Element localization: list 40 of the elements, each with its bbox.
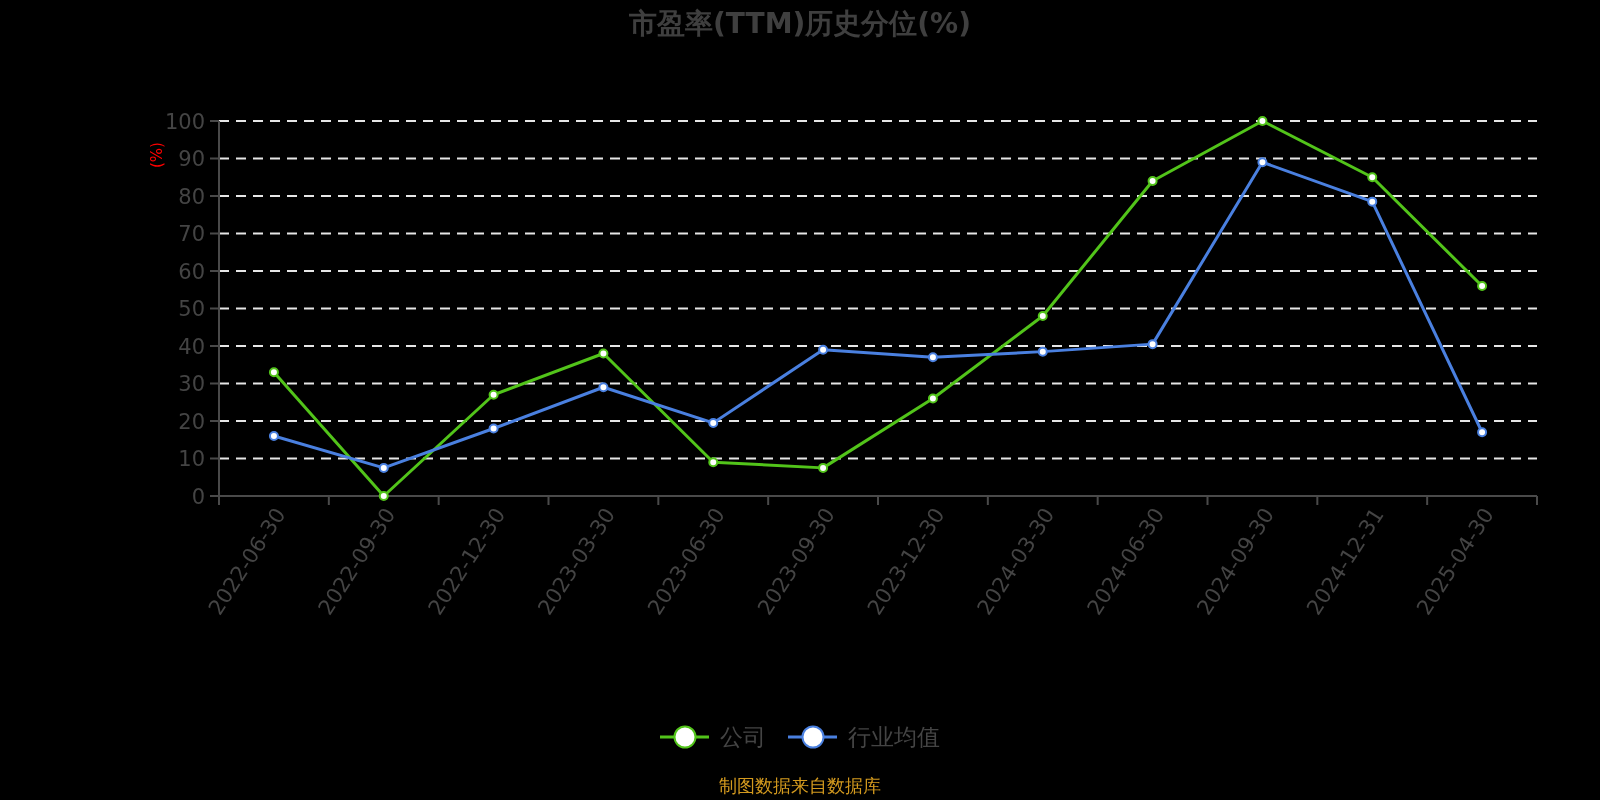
point [268,431,279,441]
point [927,393,938,404]
point [818,344,829,355]
point [1257,116,1268,126]
y-tick-label: 70 [178,222,205,247]
point [1257,157,1268,168]
y-tick-label: 50 [178,297,205,322]
y-tick-label: 100 [164,109,205,134]
y-axis-title: (%) [148,142,167,168]
point [268,367,279,378]
chart-title: 市盈率(TTM)历史分位(%) [628,7,971,40]
point [1037,311,1048,321]
y-tick-label: 0 [191,484,205,509]
y-tick-label: 40 [178,334,205,359]
point [708,457,719,468]
point [488,389,499,400]
text: 制图数据来自数据库 [719,775,881,796]
point [1477,427,1488,438]
point [818,462,829,473]
y-tick-label: 80 [178,184,205,209]
point [1477,281,1488,291]
point [378,491,389,501]
point [1367,196,1378,207]
point [378,462,389,473]
y-tick-label: 90 [178,147,205,172]
y-tick-label: 60 [178,259,205,284]
point [1367,172,1378,183]
y-tick-label: 20 [178,409,205,434]
legend-label: 公司 [720,724,766,751]
legend-label: 行业均值 [848,724,940,751]
y-tick-label: 10 [178,447,205,472]
point [927,352,938,363]
point [1147,176,1158,186]
y-tick-label: 30 [178,372,205,397]
point [598,348,609,359]
point [1037,346,1048,357]
point [488,423,499,434]
point [1147,339,1158,350]
point [708,417,719,428]
point [598,382,609,393]
